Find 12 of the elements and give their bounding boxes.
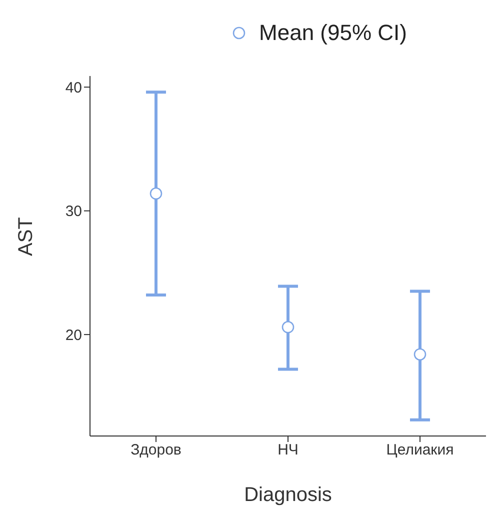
- legend-label: Mean (95% CI): [258, 20, 407, 46]
- point: [150, 187, 162, 200]
- x-tick-label: НЧ: [278, 442, 298, 459]
- y-tick-label: 30: [65, 203, 82, 220]
- y-tick-label: 40: [65, 79, 82, 96]
- point: [414, 348, 426, 360]
- x-axis-title: Diagnosis: [244, 484, 332, 506]
- point: [282, 320, 294, 334]
- y-axis-title: AST: [15, 217, 38, 256]
- x-tick-label: Целиакия: [386, 442, 454, 459]
- x-tick-label: Здоров: [130, 442, 182, 459]
- y-tick-label: 20: [65, 326, 82, 344]
